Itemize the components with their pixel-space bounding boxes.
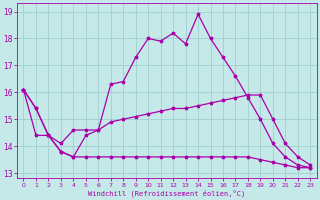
X-axis label: Windchill (Refroidissement éolien,°C): Windchill (Refroidissement éolien,°C) <box>88 189 245 197</box>
